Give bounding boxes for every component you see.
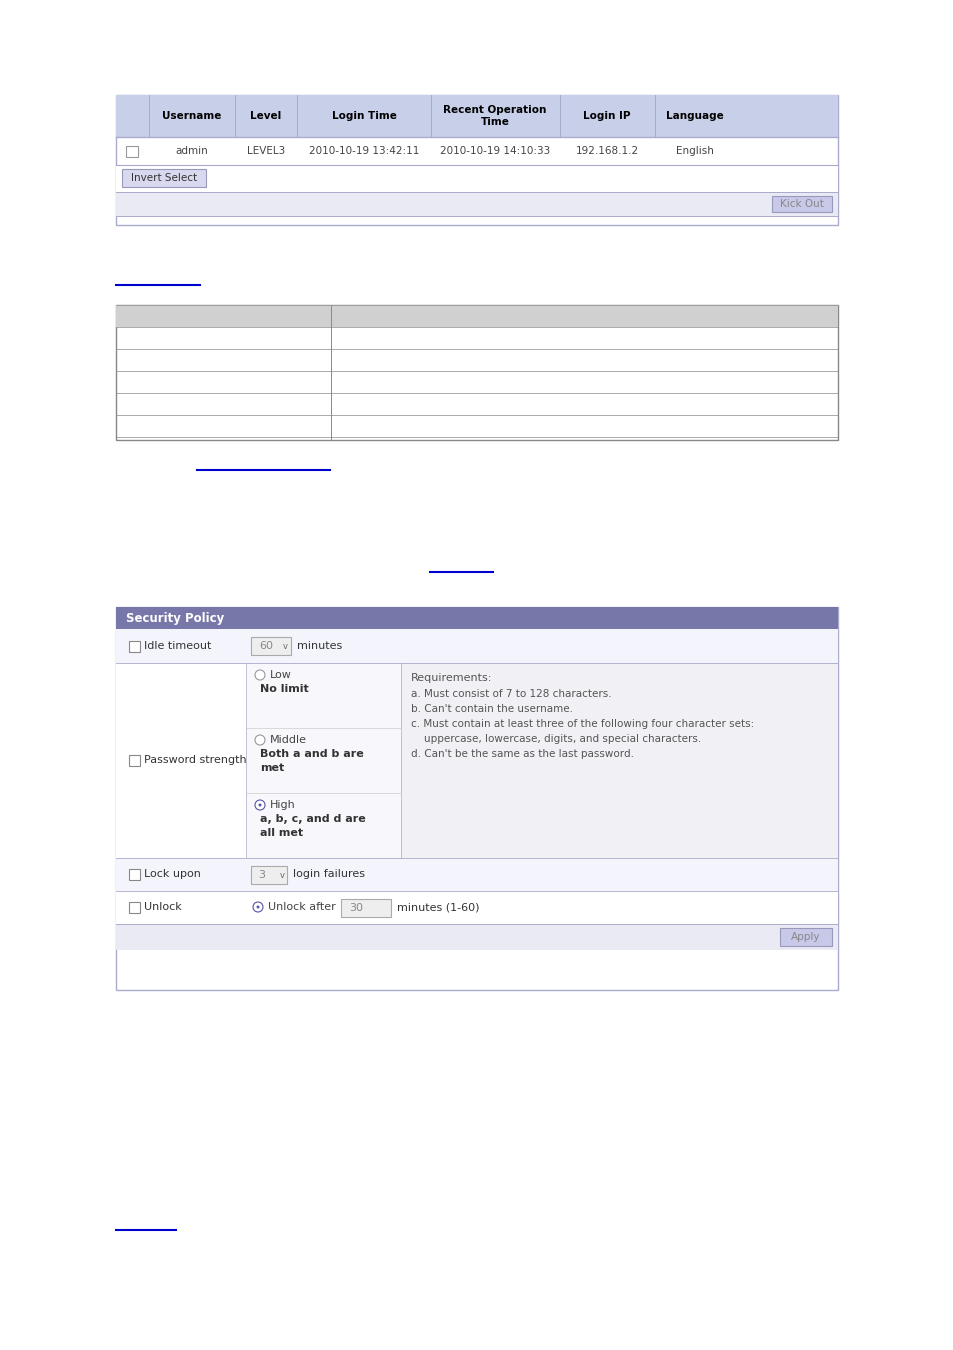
Text: 2010-10-19 14:10:33: 2010-10-19 14:10:33 bbox=[439, 146, 550, 157]
Bar bbox=[116, 192, 837, 216]
Text: 2010-10-19 13:42:11: 2010-10-19 13:42:11 bbox=[309, 146, 418, 157]
Text: d. Can't be the same as the last password.: d. Can't be the same as the last passwor… bbox=[411, 749, 634, 759]
Bar bbox=[116, 305, 837, 327]
Bar bbox=[116, 608, 837, 990]
Bar bbox=[400, 663, 837, 859]
Text: c. Must contain at least three of the following four character sets:: c. Must contain at least three of the fo… bbox=[411, 720, 754, 729]
Bar bbox=[129, 902, 139, 913]
Text: Unlock after: Unlock after bbox=[268, 902, 335, 913]
Bar bbox=[116, 305, 837, 440]
Text: Login IP: Login IP bbox=[582, 111, 630, 122]
Text: minutes: minutes bbox=[296, 641, 342, 651]
Text: uppercase, lowercase, digits, and special characters.: uppercase, lowercase, digits, and specia… bbox=[411, 734, 700, 744]
Ellipse shape bbox=[253, 902, 263, 913]
Bar bbox=[780, 927, 831, 946]
Ellipse shape bbox=[258, 803, 261, 806]
Bar bbox=[116, 95, 837, 136]
Bar bbox=[116, 663, 837, 859]
Ellipse shape bbox=[256, 906, 259, 909]
Text: LEVEL3: LEVEL3 bbox=[247, 146, 285, 157]
Bar bbox=[116, 165, 837, 192]
Text: v: v bbox=[282, 641, 287, 651]
Bar bbox=[116, 923, 837, 950]
Text: Requirements:: Requirements: bbox=[411, 674, 492, 683]
Text: Low: Low bbox=[270, 670, 292, 680]
Text: Kick Out: Kick Out bbox=[780, 198, 823, 209]
Bar bbox=[246, 792, 400, 859]
Text: 3: 3 bbox=[257, 869, 265, 880]
Text: 60: 60 bbox=[258, 641, 273, 651]
Bar bbox=[246, 728, 400, 792]
Text: Unlock: Unlock bbox=[144, 902, 182, 913]
Text: Recent Operation
Time: Recent Operation Time bbox=[443, 105, 546, 127]
Text: No limit: No limit bbox=[260, 684, 309, 694]
Text: minutes (1-60): minutes (1-60) bbox=[396, 902, 479, 913]
Bar bbox=[246, 663, 400, 728]
Bar bbox=[129, 755, 139, 765]
Bar bbox=[116, 891, 837, 923]
Bar bbox=[122, 169, 206, 188]
Text: English: English bbox=[676, 146, 713, 157]
Text: a. Must consist of 7 to 128 characters.: a. Must consist of 7 to 128 characters. bbox=[411, 688, 611, 699]
Text: met: met bbox=[260, 763, 284, 774]
Ellipse shape bbox=[254, 801, 265, 810]
Bar bbox=[116, 95, 837, 225]
Text: Lock upon: Lock upon bbox=[144, 869, 201, 879]
Bar bbox=[251, 865, 287, 884]
Text: Apply: Apply bbox=[790, 931, 820, 942]
Text: 192.168.1.2: 192.168.1.2 bbox=[575, 146, 638, 157]
Bar bbox=[127, 146, 137, 157]
Text: Security Policy: Security Policy bbox=[126, 612, 224, 625]
Bar bbox=[340, 899, 391, 917]
Text: Invert Select: Invert Select bbox=[131, 173, 197, 184]
Text: a, b, c, and d are: a, b, c, and d are bbox=[260, 814, 365, 824]
Ellipse shape bbox=[254, 734, 265, 745]
Ellipse shape bbox=[254, 670, 265, 680]
Text: all met: all met bbox=[260, 828, 303, 838]
Text: High: High bbox=[270, 801, 295, 810]
Text: Language: Language bbox=[665, 111, 723, 122]
Text: Idle timeout: Idle timeout bbox=[144, 641, 212, 651]
Text: Middle: Middle bbox=[270, 734, 307, 745]
Text: b. Can't contain the username.: b. Can't contain the username. bbox=[411, 703, 573, 714]
Bar bbox=[116, 629, 837, 663]
Bar bbox=[116, 859, 837, 891]
Text: Both a and b are: Both a and b are bbox=[260, 749, 363, 759]
Bar bbox=[129, 868, 139, 879]
Bar bbox=[116, 608, 837, 629]
Text: Login Time: Login Time bbox=[332, 111, 396, 122]
Text: login failures: login failures bbox=[293, 869, 365, 879]
Bar bbox=[771, 196, 831, 212]
Text: 30: 30 bbox=[349, 903, 363, 913]
Text: v: v bbox=[279, 871, 284, 879]
Text: Password strength: Password strength bbox=[144, 755, 247, 765]
Bar bbox=[251, 637, 291, 655]
Bar bbox=[129, 640, 139, 652]
Text: Username: Username bbox=[162, 111, 221, 122]
Text: Level: Level bbox=[250, 111, 281, 122]
Text: admin: admin bbox=[175, 146, 208, 157]
